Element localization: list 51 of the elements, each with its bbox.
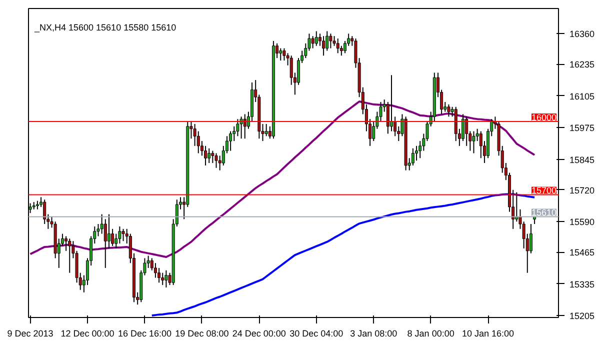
- candlestick: [322, 36, 326, 56]
- y-tick-label: 15590: [570, 217, 595, 228]
- candlestick: [104, 218, 107, 268]
- y-tick-label: 15335: [570, 279, 595, 290]
- candlestick: [161, 272, 164, 286]
- candlestick: [279, 48, 282, 61]
- candlestick: [122, 228, 125, 242]
- candlestick: [107, 214, 110, 249]
- candlestick: [236, 118, 240, 137]
- y-tick-label: 16235: [570, 60, 595, 70]
- candlestick: [118, 226, 122, 244]
- candlestick: [43, 199, 46, 225]
- candlestick: [229, 130, 232, 152]
- candlestick: [68, 238, 72, 274]
- x-tick-label: 3 Jan 08:00: [350, 328, 398, 338]
- candlestick: [240, 116, 243, 140]
- y-tick-label: 15975: [570, 123, 595, 134]
- candlestick: [208, 148, 211, 164]
- ref-line-label: 15700: [531, 186, 557, 196]
- candlestick: [447, 104, 450, 118]
- y-tick-label: 15845: [570, 154, 595, 165]
- x-tick-label: 24 Dec 00:00: [232, 328, 286, 338]
- candlestick: [314, 30, 318, 46]
- candlestick: [479, 130, 482, 159]
- ref-line-label: 15610: [531, 208, 557, 218]
- candlestick: [415, 145, 418, 162]
- text: _NX,H4 15600 15610 15580 15610: [34, 22, 176, 32]
- candlestick: [164, 270, 168, 288]
- y-tick-label: 16105: [570, 91, 595, 102]
- x-tick-label: 16 Dec 16:00: [118, 328, 172, 338]
- x-tick-label: 30 Dec 04:00: [290, 328, 344, 338]
- x-tick-label: 12 Dec 00:00: [60, 328, 114, 338]
- y-tick-label: 15205: [570, 311, 595, 322]
- candlestick: [214, 152, 218, 168]
- x-tick-label: 19 Dec 08:00: [175, 328, 229, 338]
- x-tick-label: 9 Dec 2013: [7, 328, 54, 338]
- y-tick-label: 15465: [570, 248, 595, 258]
- y-tick-label: 15720: [570, 185, 595, 196]
- x-tick-label: 10 Jan 16:00: [462, 328, 514, 338]
- candlestick: [462, 114, 465, 142]
- candlestick: [311, 36, 314, 49]
- y-tick-label: 16360: [570, 29, 595, 40]
- candlestick: [158, 267, 161, 284]
- candlestick: [329, 33, 332, 49]
- x-tick-label: 8 Jan 00:00: [407, 328, 454, 338]
- ref-line-label: 16000: [531, 112, 557, 123]
- candlestick: [326, 30, 329, 52]
- candlestick: [336, 38, 340, 54]
- candlestick: [472, 130, 476, 154]
- candlestick: [204, 145, 208, 166]
- candlestick: [264, 123, 268, 137]
